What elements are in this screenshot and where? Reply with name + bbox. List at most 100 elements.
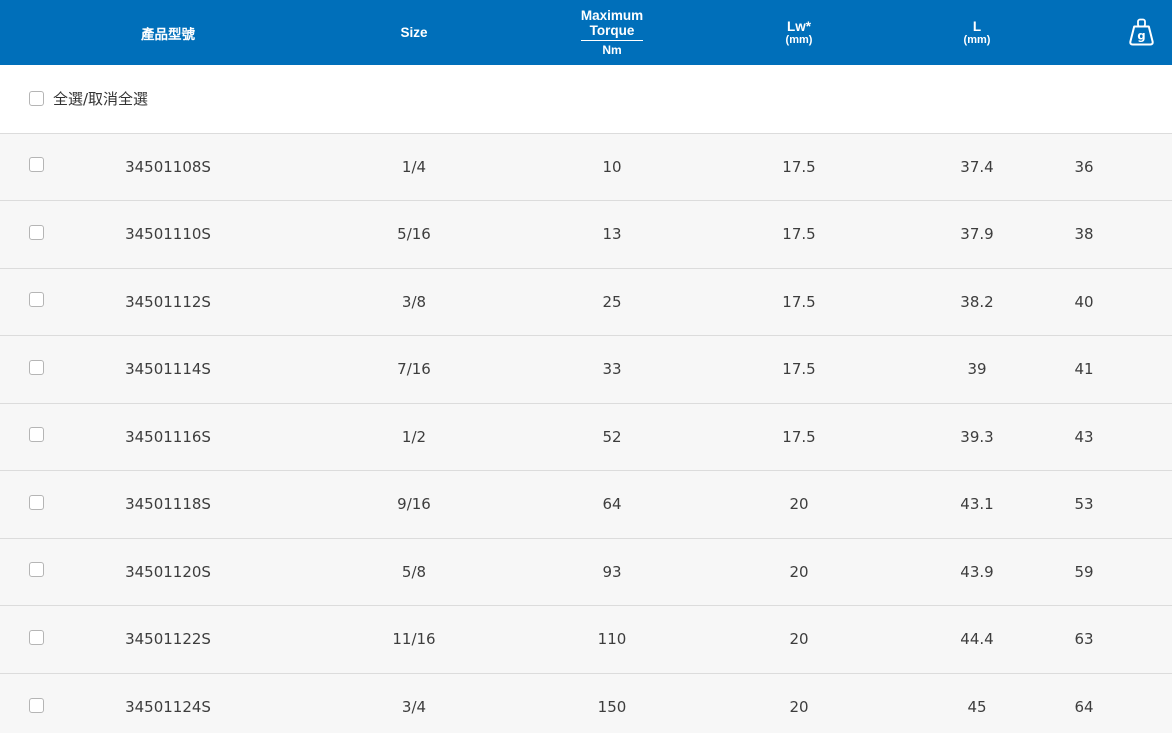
- cell-size: 3/8: [266, 267, 562, 336]
- svg-text:g: g: [1137, 29, 1145, 43]
- cell-lw: 17.5: [662, 267, 936, 336]
- select-all-checkbox[interactable]: [29, 91, 44, 107]
- cell-product-model: 34501108S: [70, 132, 266, 201]
- cell-size: 9/16: [266, 470, 562, 538]
- torque-unit-label: Nm: [602, 42, 622, 57]
- table-row: 34501118S 9/16 64 20 43.1 53: [0, 470, 1172, 538]
- cell-product-model: 34501114S: [70, 335, 266, 403]
- col-header-size: Size: [266, 0, 562, 65]
- table-header: 產品型號 Size Maximum Torque Nm Lw* (mm): [0, 0, 1172, 65]
- cell-weight: 36: [1018, 132, 1172, 201]
- cell-product-model: 34501124S: [70, 672, 266, 733]
- row-checkbox[interactable]: [29, 157, 44, 173]
- cell-size: 5/8: [266, 537, 562, 606]
- row-checkbox[interactable]: [29, 562, 44, 578]
- cell-l: 37.4: [936, 132, 1018, 201]
- cell-max-torque: 52: [562, 402, 662, 471]
- cell-max-torque: 150: [562, 672, 662, 733]
- cell-lw: 20: [662, 605, 936, 673]
- l-unit-label: (mm): [963, 33, 991, 46]
- torque-label-line1: Maximum: [580, 7, 644, 23]
- cell-checkbox: [0, 335, 70, 403]
- size-label: Size: [400, 25, 428, 40]
- weight-grams-icon: g: [1129, 18, 1154, 46]
- cell-product-model: 34501118S: [70, 470, 266, 538]
- cell-checkbox: [0, 402, 70, 471]
- cell-size: 11/16: [266, 605, 562, 673]
- col-header-product-model: 產品型號: [70, 0, 266, 65]
- cell-l: 43.1: [936, 470, 1018, 538]
- cell-lw: 20: [662, 672, 936, 733]
- lw-unit-label: (mm): [785, 33, 813, 46]
- cell-size: 7/16: [266, 335, 562, 403]
- select-all-label: 全選/取消全選: [53, 90, 149, 109]
- cell-lw: 20: [662, 537, 936, 606]
- cell-checkbox: [0, 605, 70, 673]
- cell-lw: 20: [662, 470, 936, 538]
- cell-product-model: 34501120S: [70, 537, 266, 606]
- table-row: 34501124S 3/4 150 20 45 64: [0, 672, 1172, 733]
- cell-checkbox: [0, 470, 70, 538]
- cell-checkbox: [0, 537, 70, 606]
- row-checkbox[interactable]: [29, 494, 44, 510]
- cell-lw: 17.5: [662, 335, 936, 403]
- row-checkbox[interactable]: [29, 629, 44, 645]
- cell-weight: 59: [1018, 537, 1172, 606]
- cell-weight: 40: [1018, 267, 1172, 336]
- torque-label-line2: Torque: [580, 23, 644, 41]
- cell-l: 43.9: [936, 537, 1018, 606]
- cell-max-torque: 93: [562, 537, 662, 606]
- row-checkbox[interactable]: [29, 224, 44, 240]
- cell-l: 44.4: [936, 605, 1018, 673]
- cell-product-model: 34501110S: [70, 200, 266, 268]
- cell-max-torque: 33: [562, 335, 662, 403]
- row-checkbox[interactable]: [29, 697, 44, 713]
- cell-product-model: 34501116S: [70, 402, 266, 471]
- cell-weight: 41: [1018, 335, 1172, 403]
- cell-l: 39: [936, 335, 1018, 403]
- cell-max-torque: 110: [562, 605, 662, 673]
- cell-max-torque: 13: [562, 200, 662, 268]
- cell-max-torque: 25: [562, 267, 662, 336]
- cell-l: 38.2: [936, 267, 1018, 336]
- cell-lw: 17.5: [662, 200, 936, 268]
- table-body: 全選/取消全選 34501108S 1/4 10 17.5 37.4 36 34…: [0, 65, 1172, 733]
- cell-lw: 17.5: [662, 402, 936, 471]
- cell-l: 45: [936, 672, 1018, 733]
- table-row: 34501112S 3/8 25 17.5 38.2 40: [0, 267, 1172, 336]
- cell-weight: 64: [1018, 672, 1172, 733]
- product-model-label: 產品型號: [141, 26, 195, 42]
- col-header-weight: g: [1018, 0, 1172, 65]
- select-all-row: 全選/取消全選: [0, 65, 1172, 133]
- row-checkbox[interactable]: [29, 359, 44, 375]
- cell-checkbox: [0, 200, 70, 268]
- lw-label: Lw*: [786, 18, 811, 34]
- table-row: 34501120S 5/8 93 20 43.9 59: [0, 537, 1172, 606]
- cell-lw: 17.5: [662, 132, 936, 201]
- row-checkbox[interactable]: [29, 292, 44, 308]
- cell-weight: 63: [1018, 605, 1172, 673]
- cell-size: 5/16: [266, 200, 562, 268]
- cell-size: 1/2: [266, 402, 562, 471]
- table-row: 34501114S 7/16 33 17.5 39 41: [0, 335, 1172, 403]
- cell-l: 39.3: [936, 402, 1018, 471]
- cell-max-torque: 10: [562, 132, 662, 201]
- cell-checkbox: [0, 132, 70, 201]
- table-row: 34501116S 1/2 52 17.5 39.3 43: [0, 402, 1172, 471]
- l-label: L: [972, 18, 982, 34]
- cell-product-model: 34501122S: [70, 605, 266, 673]
- row-checkbox[interactable]: [29, 427, 44, 443]
- col-header-lw: Lw* (mm): [662, 0, 936, 65]
- col-header-l: L (mm): [936, 0, 1018, 65]
- cell-weight: 43: [1018, 402, 1172, 471]
- cell-checkbox: [0, 672, 70, 733]
- cell-product-model: 34501112S: [70, 267, 266, 336]
- cell-l: 37.9: [936, 200, 1018, 268]
- table-row: 34501122S 11/16 110 20 44.4 63: [0, 605, 1172, 673]
- cell-size: 3/4: [266, 672, 562, 733]
- cell-weight: 53: [1018, 470, 1172, 538]
- cell-size: 1/4: [266, 132, 562, 201]
- col-header-checkbox-spacer: [0, 0, 70, 65]
- cell-weight: 38: [1018, 200, 1172, 268]
